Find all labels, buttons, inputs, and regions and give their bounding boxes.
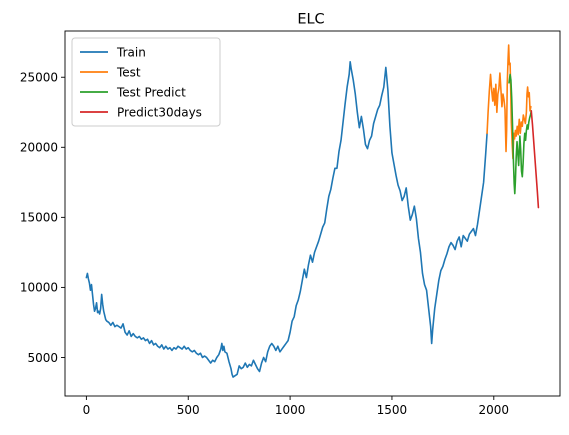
y-tick-label: 25000 (20, 71, 58, 85)
x-tick-label: 0 (83, 403, 91, 417)
series-line-test (486, 44, 532, 160)
y-axis: 5000 10000 15000 20000 25000 (20, 71, 65, 365)
series-line-predict30days (530, 110, 540, 209)
legend-label-test-predict: Test Predict (116, 85, 186, 99)
y-tick-label: 10000 (20, 281, 58, 295)
x-tick-label: 1000 (275, 403, 306, 417)
chart-title: ELC (297, 12, 324, 28)
legend-box (71, 37, 221, 127)
y-tick-label: 15000 (20, 211, 58, 225)
series-layer (85, 44, 540, 378)
series-line-test-predict (508, 73, 533, 195)
plot-area-frame (64, 30, 561, 397)
x-axis: 0 500 1000 1500 2000 (83, 396, 510, 417)
y-tick-label: 5000 (27, 351, 58, 365)
legend: Train Test Test Predict Predict30days (71, 37, 221, 127)
legend-label-train: Train (116, 45, 146, 59)
x-tick-label: 1500 (377, 403, 408, 417)
y-tick-label: 20000 (20, 141, 58, 155)
legend-label-predict30days: Predict30days (117, 105, 202, 119)
x-tick-label: 500 (177, 403, 200, 417)
legend-label-test: Test (116, 65, 141, 79)
series-line-train (85, 61, 488, 378)
x-tick-label: 2000 (479, 403, 510, 417)
